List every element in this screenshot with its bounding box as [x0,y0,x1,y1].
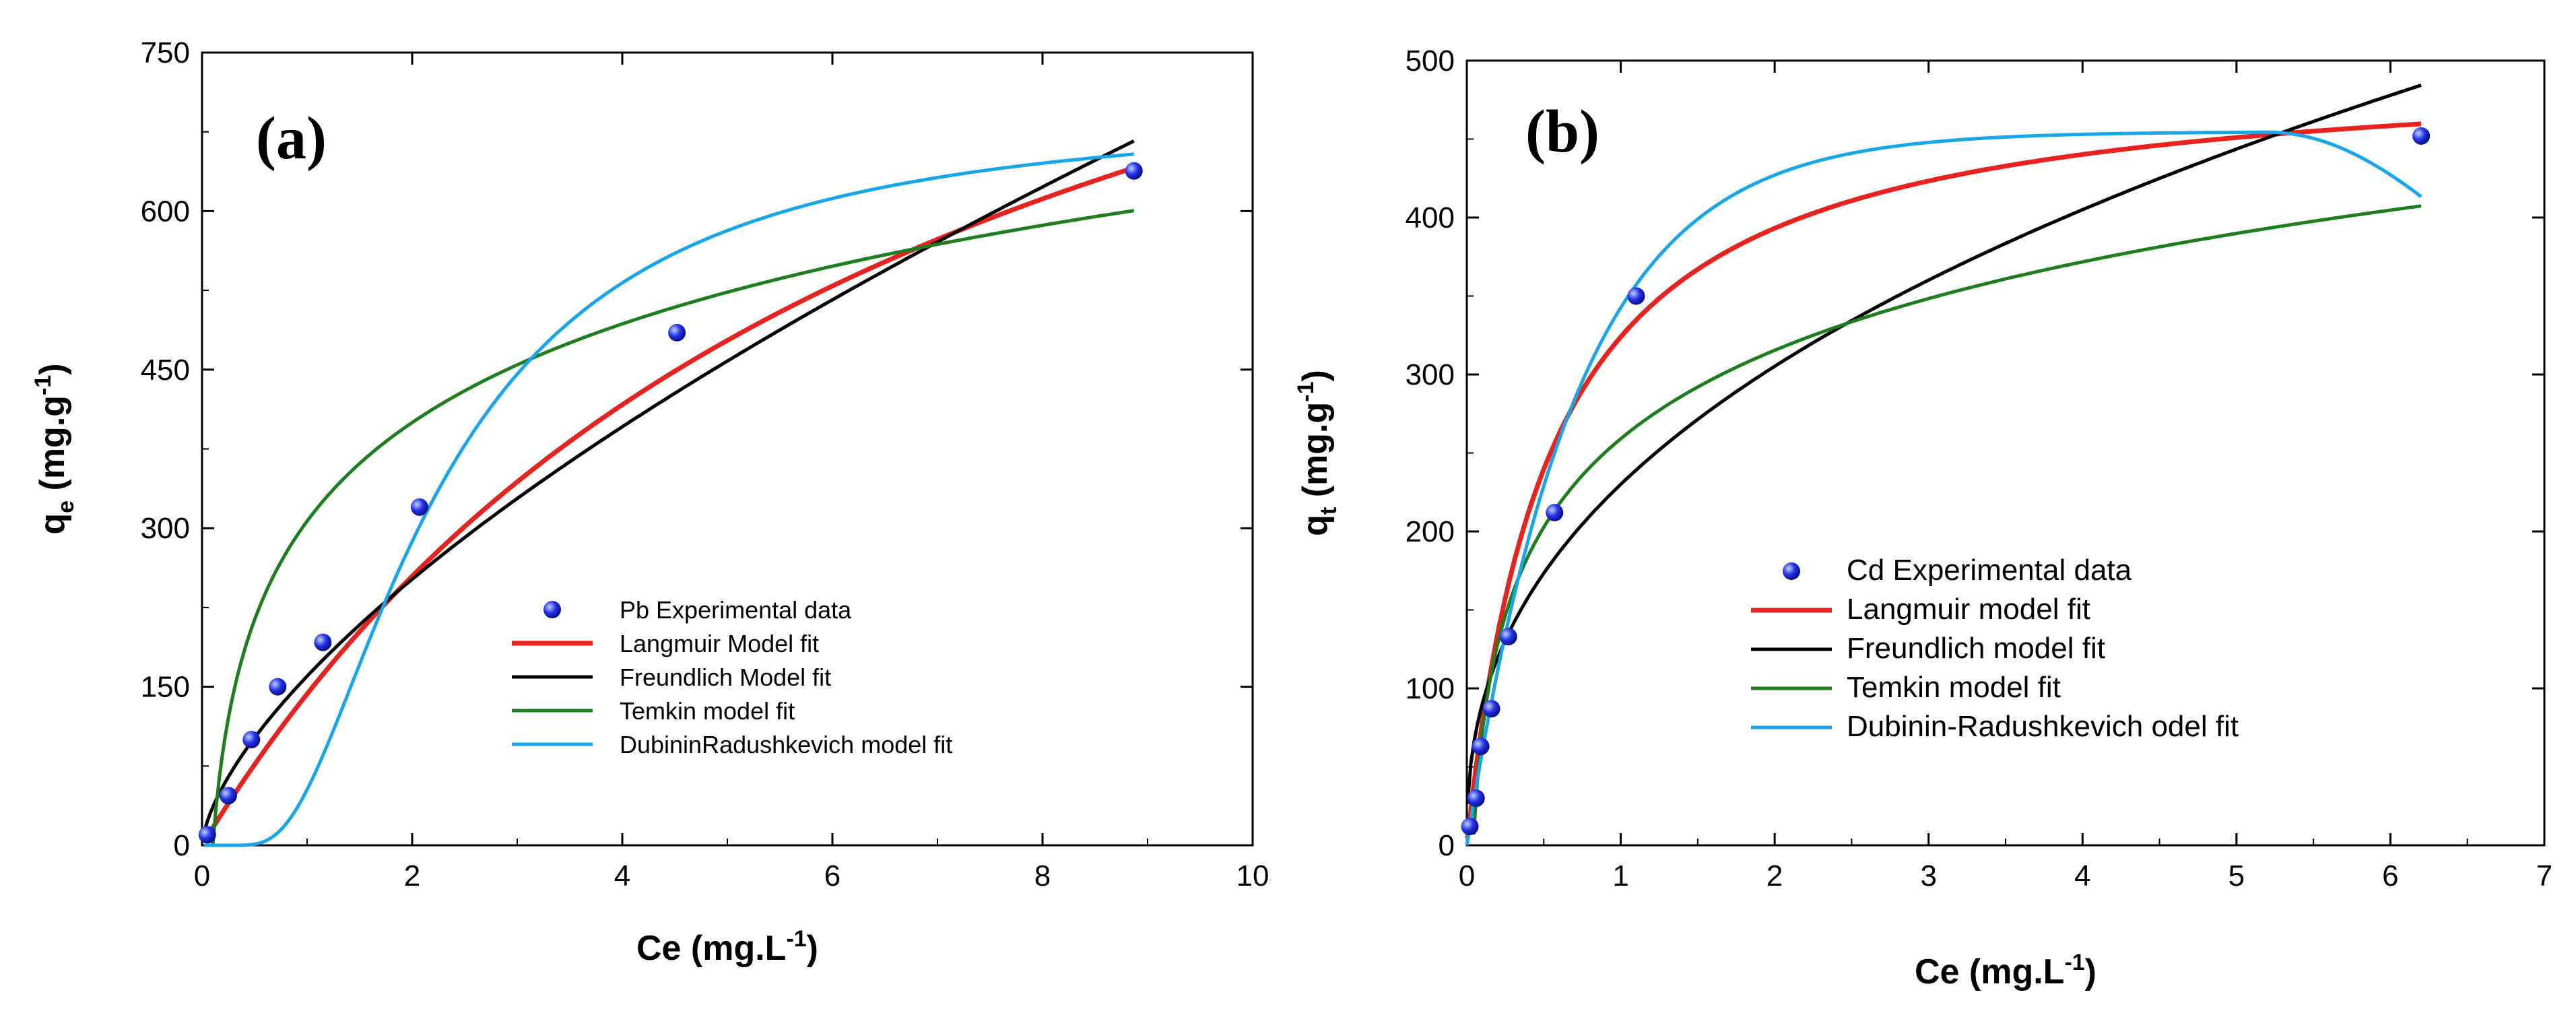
legend-label-drpeak: Dubinin-Radushkevich odel fit [1847,710,2239,743]
y-tick-label: 100 [1406,672,1455,705]
x-tick-label: 2 [1766,859,1783,892]
panel-label: (a) [256,105,327,172]
x-tick-label: 3 [1920,859,1936,892]
y-tick-label: 750 [141,36,190,69]
series-line-langmuir [1465,121,2422,839]
y-tick-label: 400 [1406,201,1455,234]
series-line-freundlich [1465,84,2422,804]
data-point [1125,162,1143,180]
y-tick-label: 0 [174,829,190,862]
data-point [1499,628,1517,646]
legend-marker-experimental [543,601,561,618]
y-tick-label: 600 [141,195,190,228]
legend-label-langmuir: Langmuir model fit [1847,593,2090,626]
data-point [1627,287,1645,305]
data-point [410,498,428,516]
legend-label-freundlich: Freundlich Model fit [620,663,831,691]
x-tick-label: 6 [824,859,840,892]
y-tick-label: 0 [1439,829,1455,862]
x-tick-label: 0 [194,859,210,892]
legend-label-experimental: Pb Experimental data [620,596,852,624]
x-tick-label: 4 [614,859,630,892]
data-point [1546,504,1564,522]
x-tick-label: 10 [1236,859,1269,892]
x-tick-label: 2 [404,859,420,892]
x-tick-label: 1 [1612,859,1628,892]
legend-label-dr: DubininRadushkevich model fit [620,731,952,758]
y-tick-label: 200 [1406,515,1455,548]
y-tick-label: 300 [141,512,190,545]
data-point [668,323,686,341]
plot-frame [201,51,1254,847]
data-point [314,633,332,651]
data-point [1472,738,1490,756]
y-tick-label: 450 [141,354,190,387]
legend-label-langmuir: Langmuir Model fit [620,630,819,657]
x-axis-title: Ce (mg.L-1) [636,926,818,968]
y-tick-label: 300 [1406,358,1455,391]
legend-label-experimental: Cd Experimental data [1847,554,2132,587]
data-point [1467,789,1485,808]
series-line-dr [204,152,1134,847]
legend-marker-experimental [1783,562,1800,580]
y-tick-label: 500 [1406,44,1455,77]
y-axis-title: qt (mg.g-1) [1293,370,1342,536]
data-point [242,731,261,749]
data-point [198,826,216,844]
x-tick-label: 6 [2382,859,2398,892]
panel-label: (b) [1525,98,1599,165]
series-line-freundlich [202,139,1135,833]
x-tick-label: 4 [2074,859,2090,892]
data-point [1482,700,1500,718]
series-line-temkin [211,209,1135,845]
x-tick-label: 8 [1034,859,1051,892]
data-point [1461,818,1479,836]
x-axis-title: Ce (mg.L-1) [1915,950,2096,991]
legend-label-temkin: Temkin model fit [620,697,795,725]
legend: Cd Experimental data Langmuir model fit Fr… [1751,554,2239,743]
legend: Pb Experimental data Langmuir Model fit Fr… [512,596,952,758]
series-line-temkin [1472,204,2422,835]
y-axis-title: qe (mg.g-1) [30,363,79,534]
x-tick-label: 0 [1459,859,1475,892]
chart-panel-a: 0 2 4 6 8 10 0 150 300 450 600 750 Ce (mg.L-1) qe (mg… [30,36,1269,968]
y-tick-label: 150 [141,671,190,704]
legend-label-freundlich: Freundlich model fit [1847,632,2105,665]
data-point [220,787,237,805]
x-tick-label: 7 [2536,859,2552,892]
data-point [269,678,287,696]
data-point [2412,127,2431,145]
chart-panel-b: 0 1 2 3 4 5 6 7 0 100 200 300 400 500 Ce (mg.L-1) qt (m… [1293,44,2552,991]
series-line-drpeak [1465,130,2422,846]
legend-label-temkin: Temkin model fit [1847,671,2061,704]
x-tick-label: 5 [2228,859,2245,892]
series-line-langmuir [202,165,1135,843]
